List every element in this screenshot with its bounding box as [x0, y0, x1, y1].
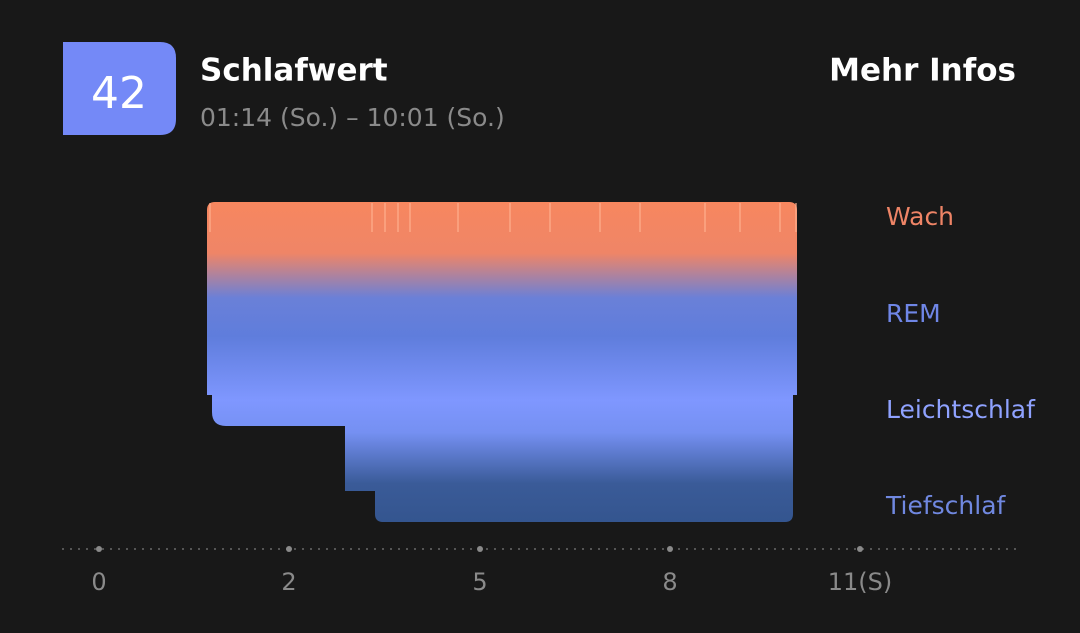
hypnogram: [207, 202, 797, 522]
axis-dots: [96, 546, 863, 552]
more-info-link[interactable]: Mehr Infos: [829, 53, 1016, 89]
title: Schlafwert: [200, 53, 388, 89]
stage-label: Leichtschlaf: [886, 395, 1036, 424]
stage-label: Wach: [886, 202, 954, 231]
axis-label: 5: [472, 568, 487, 596]
awake-marks: [209, 203, 797, 232]
time-range: 01:14 (So.) – 10:01 (So.): [200, 103, 505, 132]
score: 42: [91, 68, 147, 119]
stage-label: REM: [886, 299, 941, 328]
axis-label: 0: [91, 568, 106, 596]
score-badge: [63, 42, 176, 135]
axis-label: 11(S): [828, 568, 893, 596]
axis-label: 8: [662, 568, 677, 596]
axis-label: 2: [281, 568, 296, 596]
stage-label: Tiefschlaf: [885, 491, 1007, 520]
